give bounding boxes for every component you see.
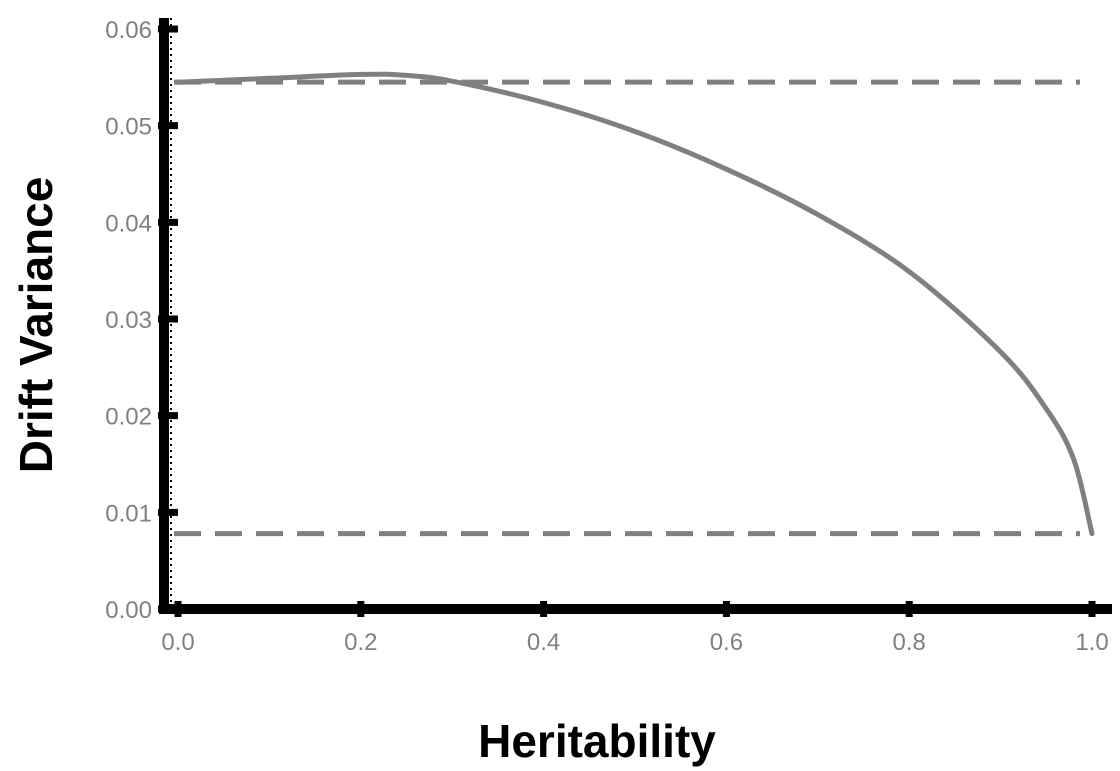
axes (158, 18, 1112, 617)
x-tick-label: 0.6 (710, 629, 743, 656)
x-tick-labels: 0.0 0.2 0.4 0.6 0.8 1.0 (161, 629, 1108, 656)
series-layer (175, 71, 1095, 537)
y-axis-title: Drift Variance (10, 177, 62, 474)
y-tick-label: 0.05 (105, 114, 152, 141)
y-tick-label: 0.03 (105, 307, 152, 334)
y-tick-label: 0.06 (105, 17, 152, 44)
x-tick-label: 0.4 (527, 629, 560, 656)
y-tick-label: 0.04 (105, 210, 152, 237)
y-tick-labels: 0.00 0.01 0.02 0.03 0.04 0.05 0.06 (105, 17, 152, 624)
x-axis-title: Heritability (478, 715, 716, 767)
x-tick-label: 0.8 (893, 629, 926, 656)
x-tick-label: 0.2 (344, 629, 377, 656)
series-line-1 (175, 71, 1095, 537)
reference-lines (174, 79, 1080, 537)
y-tick-label: 0.02 (105, 404, 152, 431)
x-tick-label: 1.0 (1075, 629, 1108, 656)
y-tick-label: 0.00 (105, 597, 152, 624)
x-tick-label: 0.0 (161, 629, 194, 656)
y-tick-label: 0.01 (105, 500, 152, 527)
